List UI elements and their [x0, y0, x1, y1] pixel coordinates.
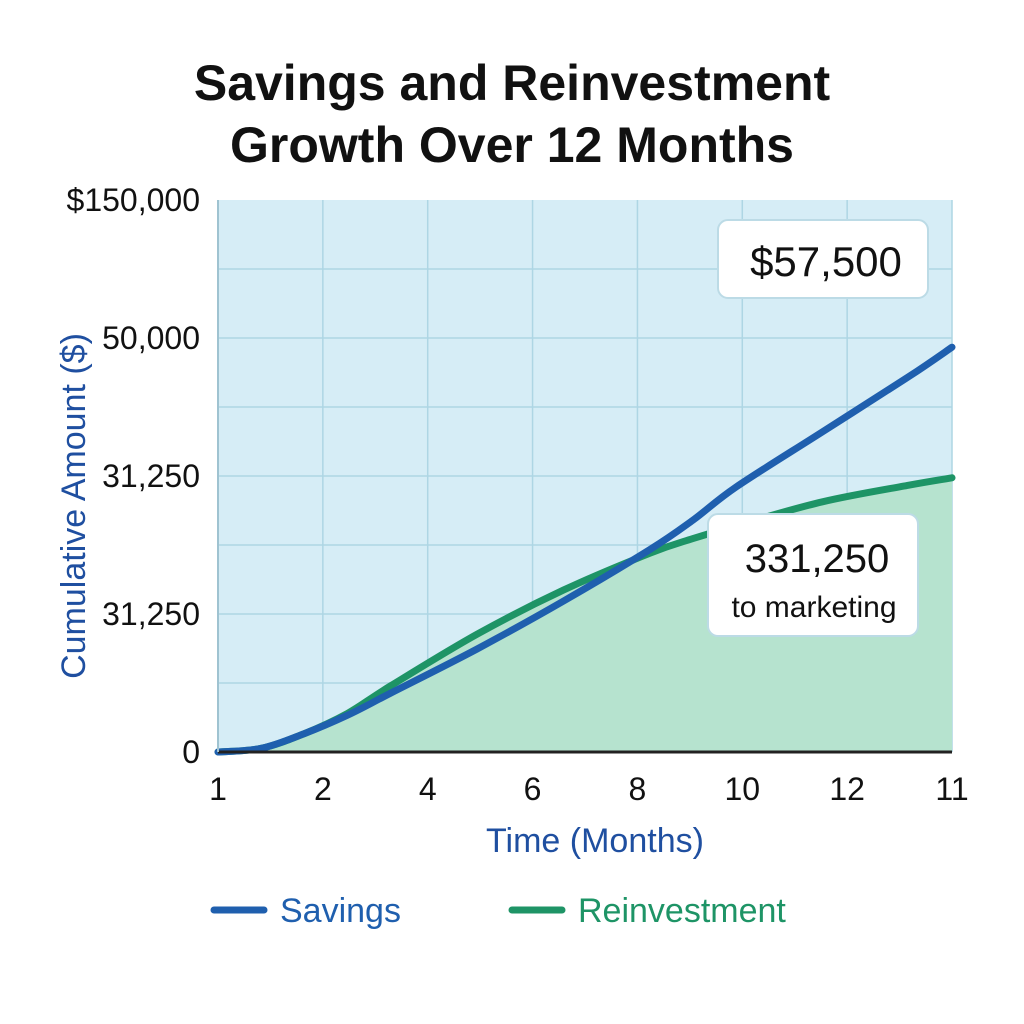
- savings-line: [214, 343, 956, 756]
- y-tick-label: 0: [182, 734, 200, 770]
- chart-title-line-2: Growth Over 12 Months: [230, 117, 794, 173]
- y-tick-label: $150,000: [67, 182, 200, 218]
- savings-callout-value: $57,500: [750, 238, 902, 285]
- x-tick-label: 8: [629, 771, 647, 807]
- x-tick-label: 10: [724, 771, 760, 807]
- reinvestment-callout-caption: to marketing: [731, 591, 896, 624]
- y-tick-label: 50,000: [102, 320, 200, 356]
- x-tick-label: 12: [829, 771, 865, 807]
- x-tick-label: 2: [314, 771, 332, 807]
- chart-title-line-1: Savings and Reinvestment: [193, 55, 831, 111]
- reinvestment-callout-box: [707, 513, 919, 637]
- y-tick-labels: $150,000 50,000 31,250 31,250 0: [67, 182, 200, 770]
- reinvestment-callout: 331,250 to marketing: [707, 513, 919, 637]
- x-tick-label: 6: [524, 771, 542, 807]
- savings-callout-box: [717, 219, 929, 299]
- x-axis-label: Time (Months): [486, 822, 704, 860]
- chart-title: Savings and Reinvestment Growth Over 12 …: [0, 52, 1024, 176]
- x-tick-label: 4: [419, 771, 437, 807]
- y-tick-label: 31,250: [102, 458, 200, 494]
- reinvestment-callout-value: 331,250: [745, 537, 890, 581]
- legend-reinvestment-label: Reinvestment: [578, 892, 786, 930]
- legend-savings-label: Savings: [280, 892, 401, 930]
- x-tick-labels: 1 2 4 6 8 10 12 11: [209, 771, 969, 807]
- savings-callout: $57,500: [717, 219, 929, 299]
- x-tick-label: 1: [209, 771, 227, 807]
- legend: Savings Reinvestment: [210, 892, 786, 930]
- x-tick-label: 11: [935, 771, 968, 807]
- y-axis-label: Cumulative Amount ($): [55, 333, 93, 679]
- y-tick-label: 31,250: [102, 596, 200, 632]
